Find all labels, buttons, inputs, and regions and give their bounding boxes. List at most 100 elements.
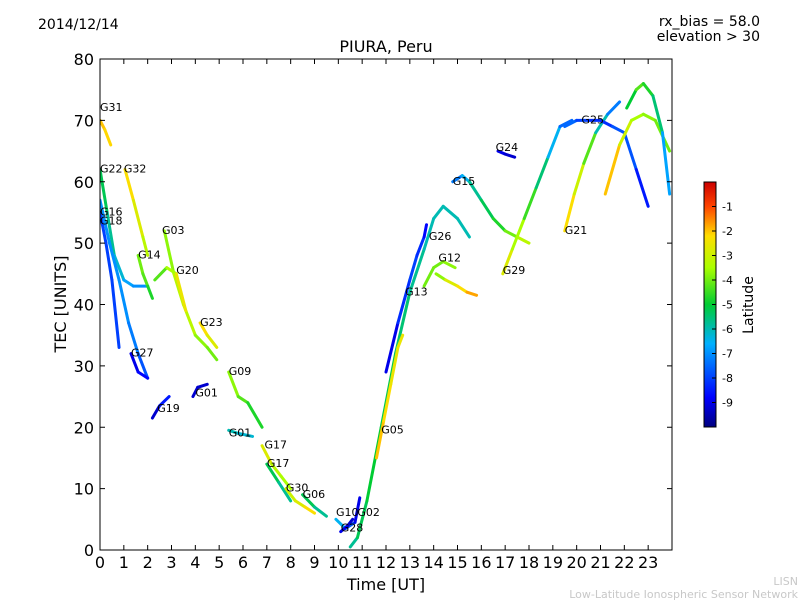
- x-tick-label: 9: [309, 553, 319, 572]
- series-segment: [196, 382, 209, 389]
- series-segment: [382, 382, 393, 423]
- series-segment: [110, 278, 121, 349]
- satellite-label: G26: [429, 230, 452, 243]
- satellite-label: G10: [336, 506, 359, 519]
- colorbar-tick-label: -2: [722, 225, 733, 238]
- series-segment: [610, 125, 626, 135]
- satellite-label: G21: [565, 224, 588, 237]
- series-segment: [153, 266, 169, 282]
- colorbar-tick-label: -5: [722, 299, 733, 312]
- series-segment: [100, 118, 107, 132]
- series-segment: [510, 217, 526, 251]
- series-segment: [136, 352, 150, 380]
- series-segment: [582, 131, 598, 165]
- series-segment: [456, 217, 471, 239]
- colorbar-tick-label: -7: [722, 348, 733, 361]
- series-segment: [112, 253, 126, 282]
- x-tick-label: 3: [166, 553, 176, 572]
- y-tick-label: 70: [74, 111, 94, 130]
- series-g03: [162, 229, 219, 362]
- series-segment: [293, 499, 307, 509]
- series-segment: [162, 229, 176, 276]
- satellite-label: G17: [264, 439, 287, 452]
- series-segment: [260, 444, 274, 466]
- series-segment: [127, 321, 140, 356]
- series-segment: [503, 152, 517, 159]
- series-segment: [348, 536, 359, 549]
- x-tick-label: 7: [262, 553, 272, 572]
- series-segment: [205, 345, 219, 362]
- series-segment: [456, 284, 469, 294]
- series-segment: [563, 118, 579, 129]
- satellite-label: G22: [100, 163, 123, 176]
- x-tick-label: 23: [638, 553, 658, 572]
- series-segment: [104, 241, 114, 282]
- series-g01b: [227, 428, 255, 438]
- series-segment: [618, 118, 633, 147]
- colorbar-tick-label: -6: [722, 323, 733, 336]
- series-segment: [158, 395, 171, 408]
- colorbar-tick-label: -3: [722, 250, 733, 263]
- y-axis-label: TEC [UNITS]: [51, 256, 70, 354]
- series-g-late: [603, 112, 672, 196]
- series-segment: [522, 186, 538, 221]
- series-g-late2: [625, 82, 672, 196]
- y-tick-label: 50: [74, 234, 94, 253]
- series-segment: [465, 290, 479, 297]
- series-segment: [198, 321, 209, 337]
- series-segment: [660, 131, 672, 196]
- x-tick-label: 6: [238, 553, 248, 572]
- series-segment: [432, 204, 445, 221]
- series-segment: [303, 505, 316, 515]
- series-g12: [434, 272, 479, 297]
- satellite-label: G28: [341, 522, 364, 535]
- series-segment: [103, 128, 113, 147]
- satellite-label: G01: [195, 387, 218, 400]
- series-segment: [396, 333, 405, 349]
- series-segment: [625, 88, 638, 110]
- series-segment: [165, 266, 178, 276]
- series-segment: [451, 174, 464, 184]
- satellite-label: G20: [176, 264, 199, 277]
- series-segment: [384, 321, 400, 374]
- series-segment: [408, 253, 419, 282]
- series-segment: [279, 474, 293, 491]
- series-g06: [301, 493, 328, 518]
- series-segment: [191, 385, 200, 399]
- series-g32: [123, 167, 150, 257]
- satellite-label: G02: [357, 506, 380, 519]
- series-segment: [346, 517, 355, 527]
- date-label: 2014/12/14: [38, 17, 119, 33]
- x-tick-label: 8: [286, 553, 296, 572]
- series-segment: [558, 118, 574, 129]
- y-tick-label: 80: [74, 50, 94, 69]
- series-segment: [641, 112, 657, 122]
- series-g05: [374, 333, 405, 460]
- satellite-label: G19: [157, 402, 180, 415]
- series-segment: [236, 395, 250, 405]
- y-tick-label: 30: [74, 357, 94, 376]
- series-segment: [227, 370, 240, 399]
- series-segment: [129, 352, 140, 374]
- series-g16: [100, 198, 150, 380]
- series-g25: [563, 118, 650, 208]
- x-tick-label: 2: [143, 553, 153, 572]
- series-segment: [515, 235, 531, 245]
- series-segment: [432, 260, 445, 270]
- series-segment: [277, 480, 293, 503]
- series-segment: [594, 112, 610, 135]
- series-segment: [141, 235, 150, 257]
- series-segment: [100, 198, 112, 245]
- plot-frame: [99, 58, 673, 551]
- x-tick-label: 14: [423, 553, 443, 572]
- series-segment: [422, 266, 436, 288]
- series-g14: [136, 253, 154, 300]
- series-segment: [546, 125, 562, 159]
- y-tick-label: 10: [74, 480, 94, 499]
- series-segment: [193, 333, 209, 349]
- satellite-label: G18: [100, 215, 123, 228]
- y-tick-label: 40: [74, 296, 94, 315]
- satellite-label: G27: [131, 347, 154, 360]
- satellite-label: G15: [453, 175, 476, 188]
- series-segment: [634, 82, 645, 92]
